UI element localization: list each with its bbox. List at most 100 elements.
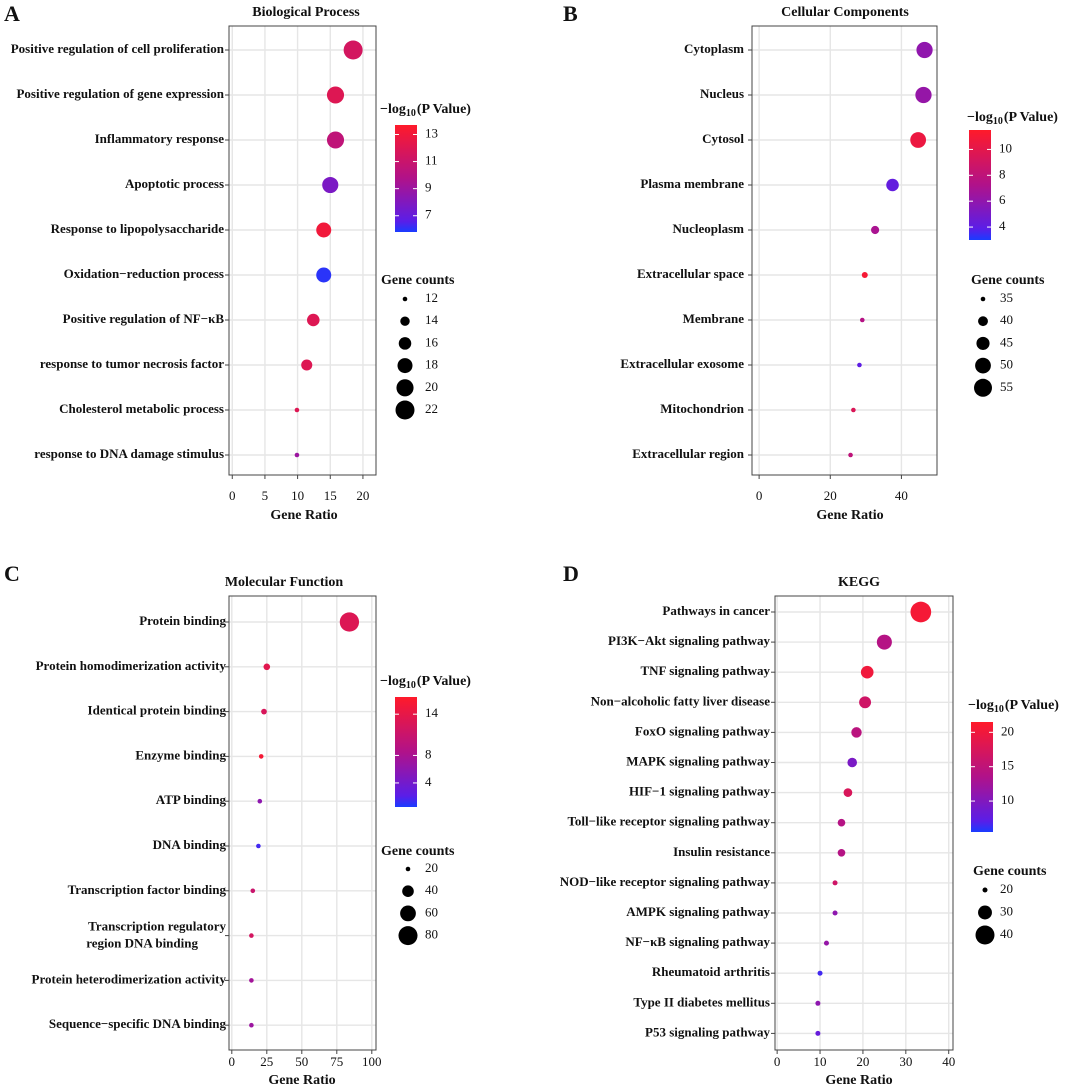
panel-b: B Cellular Components 0 20 40 Gene Ratio Cytop… (563, 1, 1058, 523)
data-point (249, 1022, 254, 1028)
color-bar-tick-label: 6 (999, 192, 1006, 207)
size-legend-title: Gene counts (971, 273, 1045, 288)
data-point (301, 359, 313, 371)
panel-label: B (563, 1, 578, 26)
size-legend-dot (975, 357, 991, 374)
chart-title: Biological Process (252, 5, 360, 20)
data-point (843, 788, 853, 797)
plot-area (228, 25, 377, 476)
category-label: FoxO signaling pathway (635, 723, 771, 738)
size-legend-title: Gene counts (381, 844, 455, 859)
color-legend-title-main: −log (967, 110, 993, 125)
category-label: Transcription factor binding (68, 882, 227, 897)
data-point (860, 665, 874, 679)
size-legend-dot (978, 316, 988, 327)
x-tick-label: 15 (324, 488, 337, 503)
category-label: Enzyme binding (135, 747, 226, 762)
category-label: Protein homodimerization activity (36, 658, 227, 673)
category-label: response to tumor necrosis factor (40, 356, 224, 371)
x-tick-label: 25 (260, 1054, 273, 1069)
size-legend-label: 12 (425, 290, 438, 305)
x-tick-label: 0 (774, 1054, 781, 1069)
size-legend-label: 60 (425, 904, 438, 919)
category-label: PI3K−Akt signaling pathway (608, 633, 770, 648)
category-label: Insulin resistance (673, 844, 770, 859)
data-point (815, 1030, 821, 1036)
category-label: Nucleus (700, 86, 744, 101)
category-label: MAPK signaling pathway (626, 753, 770, 768)
size-legend-title: Gene counts (973, 864, 1047, 879)
data-point (837, 818, 846, 827)
data-point (261, 708, 267, 715)
plot-area (228, 595, 377, 1051)
category-label: ATP binding (156, 792, 227, 807)
color-bar-tick-label: 13 (425, 125, 438, 140)
size-legend-label: 80 (425, 927, 438, 942)
data-point (910, 601, 932, 623)
data-point (249, 933, 254, 938)
size-legend-dot (400, 905, 416, 922)
panel-label: C (4, 561, 20, 586)
size-legend-label: 14 (425, 312, 439, 327)
size-legend-dot (974, 378, 992, 397)
category-label: Plasma membrane (640, 176, 744, 191)
x-tick-label: 0 (229, 1054, 236, 1069)
size-legend-label: 20 (1000, 881, 1013, 896)
data-point (316, 222, 332, 238)
size-legend-label: 16 (425, 334, 439, 349)
size-legend-dot (395, 400, 415, 420)
data-point (326, 131, 345, 149)
data-point (851, 407, 856, 413)
category-label: Cytoplasm (684, 41, 744, 56)
category-label: DNA binding (153, 837, 227, 852)
plot-frame (228, 25, 377, 476)
size-legend-label: 20 (425, 379, 438, 394)
category-label: Membrane (683, 311, 745, 326)
size-legend-dot (975, 925, 995, 945)
color-bar-tick-label: 20 (1001, 723, 1014, 738)
data-point (871, 225, 880, 235)
data-point (258, 754, 264, 759)
category-label: Rheumatoid arthritis (652, 964, 770, 979)
category-label: NOD−like receptor signaling pathway (560, 874, 771, 889)
color-legend-title: −log10(P Value) (380, 674, 471, 691)
category-label: Extracellular region (632, 446, 745, 461)
color-legend-title-suffix: (P Value) (1004, 110, 1058, 125)
data-point (916, 41, 933, 59)
data-point (847, 757, 858, 768)
color-legend-title-sub: 10 (406, 108, 416, 119)
data-point (257, 798, 263, 804)
color-bar-tick-label: 4 (425, 774, 432, 789)
category-label: Cholesterol metabolic process (59, 401, 224, 416)
data-point (322, 176, 339, 194)
category-label: Positive regulation of cell proliferatio… (11, 41, 225, 56)
data-point (326, 86, 345, 104)
data-point (263, 663, 271, 671)
category-label-line: region DNA binding (86, 936, 198, 951)
data-point (343, 40, 363, 60)
size-legend-dot (982, 887, 988, 893)
data-point (316, 267, 332, 283)
x-axis-label: Gene Ratio (816, 508, 883, 523)
color-bar-tick-label: 9 (425, 180, 432, 195)
x-tick-label: 10 (291, 488, 304, 503)
category-label: Apoptotic process (125, 176, 224, 191)
size-legend-label: 30 (1000, 903, 1013, 918)
data-point (294, 407, 300, 413)
category-label: NF−κB signaling pathway (625, 934, 770, 949)
data-point (294, 452, 300, 458)
x-tick-label: 10 (814, 1054, 827, 1069)
size-legend-label: 22 (425, 401, 438, 416)
size-legend-label: 45 (1000, 334, 1013, 349)
x-tick-label: 30 (899, 1054, 912, 1069)
category-label: Nucleoplasm (673, 221, 745, 236)
category-label: Identical protein binding (88, 703, 227, 718)
data-point (861, 271, 868, 279)
plot-frame (751, 25, 938, 476)
size-legend-label: 18 (425, 357, 438, 372)
data-point (915, 86, 932, 104)
color-bar (395, 697, 417, 807)
color-bar-tick-label: 4 (999, 218, 1006, 233)
color-legend-title-main: −log (380, 102, 406, 117)
size-legend-label: 35 (1000, 290, 1013, 305)
